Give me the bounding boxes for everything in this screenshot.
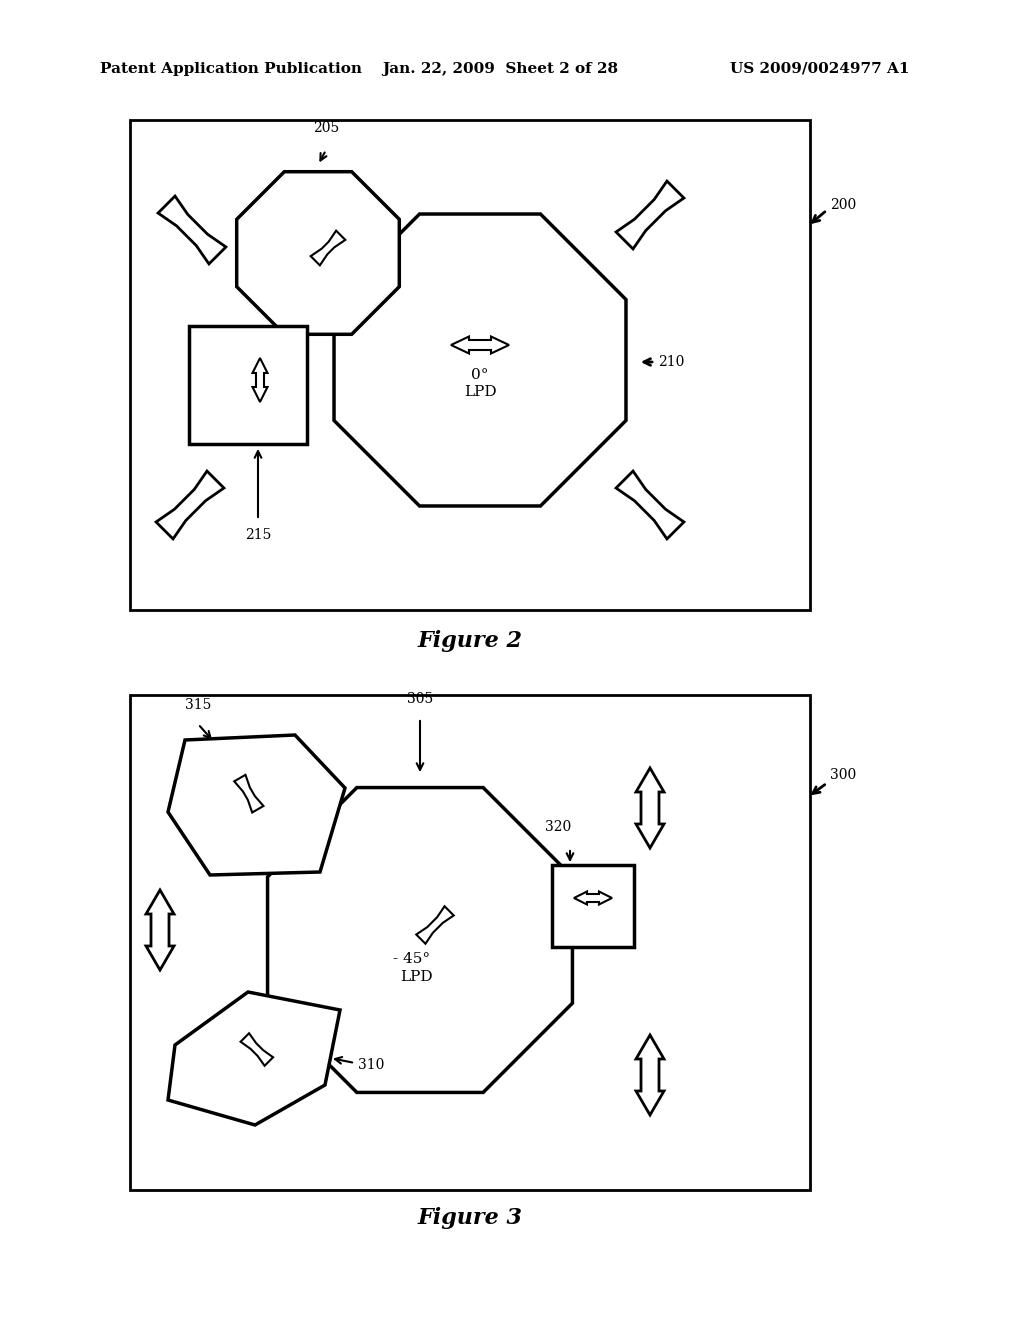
- Text: 0°: 0°: [585, 913, 601, 927]
- Text: 300: 300: [830, 768, 856, 781]
- Polygon shape: [168, 993, 340, 1125]
- Polygon shape: [616, 181, 684, 249]
- Text: LPD: LPD: [464, 385, 497, 399]
- Text: 200: 200: [830, 198, 856, 213]
- Text: 205: 205: [313, 121, 339, 135]
- Polygon shape: [237, 172, 399, 334]
- Polygon shape: [267, 788, 572, 1093]
- Text: LPD: LPD: [215, 1080, 245, 1093]
- Text: 210: 210: [658, 355, 684, 370]
- Text: 305: 305: [407, 692, 433, 706]
- Text: 310: 310: [358, 1059, 384, 1072]
- Text: LPD: LPD: [211, 830, 241, 843]
- Polygon shape: [616, 471, 684, 539]
- Polygon shape: [334, 214, 626, 506]
- Text: Figure 3: Figure 3: [418, 1206, 522, 1229]
- Polygon shape: [636, 1035, 664, 1115]
- Polygon shape: [636, 768, 664, 847]
- Text: 215: 215: [245, 528, 271, 543]
- Text: - 45°: - 45°: [393, 952, 430, 966]
- Bar: [130, 696, 810, 1191]
- Text: LPD: LPD: [399, 970, 432, 983]
- Polygon shape: [158, 197, 226, 264]
- Text: 315: 315: [185, 698, 211, 711]
- Polygon shape: [146, 890, 174, 970]
- Text: 60°: 60°: [207, 813, 231, 828]
- Polygon shape: [253, 358, 267, 403]
- Polygon shape: [168, 735, 345, 875]
- Text: LPD: LPD: [295, 279, 325, 292]
- Text: 45°: 45°: [212, 1064, 237, 1078]
- Text: 0°: 0°: [471, 368, 488, 381]
- Text: US 2009/0024977 A1: US 2009/0024977 A1: [730, 62, 910, 77]
- Text: 90°: 90°: [220, 367, 247, 381]
- Polygon shape: [234, 775, 263, 813]
- Polygon shape: [451, 337, 509, 354]
- Polygon shape: [241, 1034, 273, 1065]
- Text: Patent Application Publication: Patent Application Publication: [100, 62, 362, 77]
- Polygon shape: [574, 891, 612, 904]
- Bar: [552, 865, 634, 946]
- Text: LPD: LPD: [220, 383, 253, 397]
- Bar: [130, 120, 810, 610]
- Text: Jan. 22, 2009  Sheet 2 of 28: Jan. 22, 2009 Sheet 2 of 28: [382, 62, 618, 77]
- Text: LPD: LPD: [579, 928, 608, 942]
- Bar: [189, 326, 307, 444]
- Polygon shape: [310, 231, 345, 265]
- Text: - 45°: - 45°: [285, 263, 318, 277]
- Text: 320: 320: [545, 820, 571, 834]
- Polygon shape: [156, 471, 224, 539]
- Text: Figure 2: Figure 2: [418, 630, 522, 652]
- Polygon shape: [417, 907, 454, 944]
